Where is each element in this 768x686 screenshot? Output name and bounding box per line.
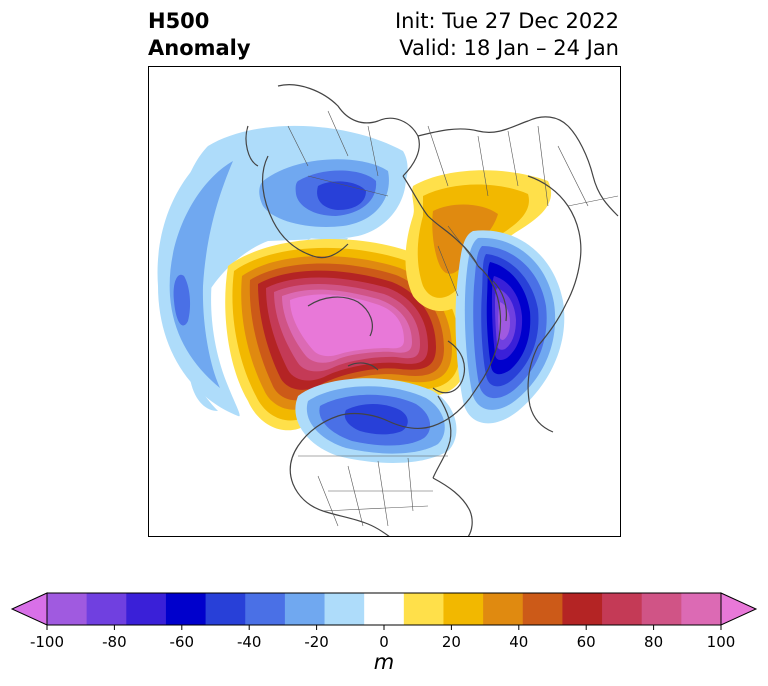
colorbar-segment xyxy=(403,593,444,625)
colorbar-tick-label: -80 xyxy=(102,633,127,651)
run-info: Init: Tue 27 Dec 2022 Valid: 18 Jan – 24… xyxy=(395,8,619,62)
colorbar-segment xyxy=(205,593,246,625)
colorbar-segment xyxy=(47,593,88,625)
colorbar-tick-label: -100 xyxy=(30,633,64,651)
anomaly-map xyxy=(148,66,621,537)
contour-pos-arctic-90 xyxy=(290,294,404,357)
colorbar-ticks: -100 -80 -60 -40 -20 0 20 40 60 80 100 xyxy=(30,625,735,651)
colorbar-segments xyxy=(10,592,758,626)
colorbar-segment xyxy=(562,593,603,625)
contour-neg-eastasia-60 xyxy=(317,181,366,210)
colorbar-tick-label: -40 xyxy=(237,633,262,651)
contour-neg-europe-80 xyxy=(498,302,510,340)
colorbar-segment xyxy=(284,593,326,625)
colorbar-under-arrow xyxy=(10,592,48,626)
colorbar-tick-label: 0 xyxy=(379,633,389,651)
colorbar-segment xyxy=(483,593,524,625)
colorbar-segment xyxy=(364,593,405,625)
borders xyxy=(287,110,619,527)
colorbar-segment xyxy=(324,593,365,625)
valid-range: Valid: 18 Jan – 24 Jan xyxy=(399,36,619,60)
chart-title: H500 Anomaly xyxy=(148,8,251,62)
colorbar-segment xyxy=(126,593,167,625)
colorbar-segment xyxy=(245,593,286,625)
title-line-h500: H500 xyxy=(148,9,210,33)
colorbar-segment xyxy=(641,593,682,625)
colorbar: -100 -80 -60 -40 -20 0 20 40 60 80 100 m xyxy=(10,592,758,674)
colorbar-segment xyxy=(86,593,127,625)
contour-pos-europe-30 xyxy=(432,204,498,274)
colorbar-tick-label: 40 xyxy=(509,633,528,651)
colorbar-tick-label: 20 xyxy=(442,633,461,651)
colorbar-segment xyxy=(602,593,643,625)
colorbar-tick-label: 100 xyxy=(707,633,736,651)
title-line-anomaly: Anomaly xyxy=(148,36,251,60)
contour-neg-pacific-40 xyxy=(173,274,191,326)
colorbar-segment xyxy=(443,593,484,625)
contour-neg-canada-40 xyxy=(344,404,408,435)
colorbar-tick-label: 80 xyxy=(644,633,663,651)
coastlines xyxy=(245,84,619,537)
colorbar-segment xyxy=(165,593,207,625)
colorbar-segment xyxy=(681,593,722,625)
contour-neg-pacific-20 xyxy=(169,161,233,388)
colorbar-tick-label: -60 xyxy=(170,633,195,651)
colorbar-segment xyxy=(522,593,563,625)
colorbar-over-arrow xyxy=(720,592,758,626)
colorbar-unit-label: m xyxy=(374,650,394,674)
colorbar-tick-label: 60 xyxy=(577,633,596,651)
colorbar-tick-label: -20 xyxy=(304,633,329,651)
init-date: Init: Tue 27 Dec 2022 xyxy=(394,9,619,33)
